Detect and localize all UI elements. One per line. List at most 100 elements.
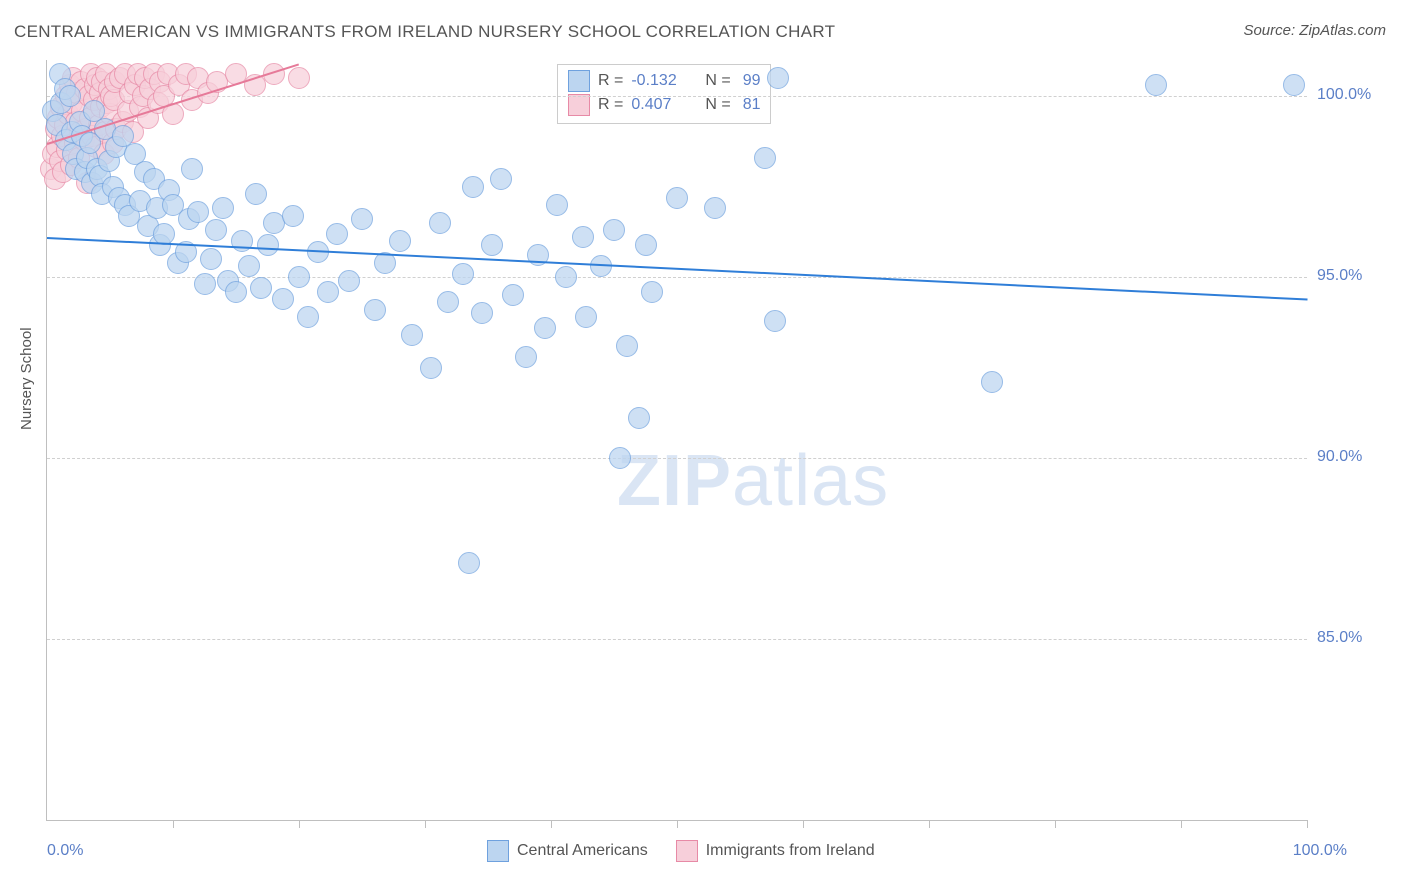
point-central-american (546, 194, 568, 216)
point-central-american (389, 230, 411, 252)
point-central-american (212, 197, 234, 219)
legend-r-label: R = (598, 72, 623, 90)
plot-area: ZIPatlas R =-0.132N =99R =0.407N =81 0.0… (46, 60, 1307, 821)
legend-r-value: 0.407 (631, 96, 687, 114)
point-central-american (194, 273, 216, 295)
x-tick (299, 820, 300, 828)
point-central-american (187, 201, 209, 223)
gridline (47, 458, 1307, 459)
point-central-american (555, 266, 577, 288)
point-central-american (257, 234, 279, 256)
x-tick (551, 820, 552, 828)
point-central-american (502, 284, 524, 306)
legend-stats: R = -0.132 N = 99 R = 0.407 N = 81 (557, 64, 771, 124)
legend-series-item: Central Americans (487, 840, 648, 862)
point-central-american (351, 208, 373, 230)
legend-swatch (568, 94, 590, 116)
point-central-american (317, 281, 339, 303)
x-axis-min-label: 0.0% (47, 842, 83, 860)
legend-swatch (676, 840, 698, 862)
point-central-american (200, 248, 222, 270)
point-central-american (471, 302, 493, 324)
point-central-american (205, 219, 227, 241)
point-central-american (238, 255, 260, 277)
point-central-american (250, 277, 272, 299)
point-central-american (575, 306, 597, 328)
point-central-american (458, 552, 480, 574)
legend-series: Central Americans Immigrants from Ireland (487, 840, 875, 862)
x-tick (803, 820, 804, 828)
point-central-american (481, 234, 503, 256)
y-tick-label: 95.0% (1317, 267, 1362, 285)
point-central-american (609, 447, 631, 469)
point-central-american (1145, 74, 1167, 96)
point-central-american (704, 197, 726, 219)
x-tick (929, 820, 930, 828)
point-central-american (534, 317, 556, 339)
legend-stat-row: R = -0.132 N = 99 (568, 69, 760, 93)
point-central-american (288, 266, 310, 288)
point-central-american (338, 270, 360, 292)
point-central-american (326, 223, 348, 245)
point-central-american (515, 346, 537, 368)
point-central-american (297, 306, 319, 328)
point-central-american (245, 183, 267, 205)
point-central-american (59, 85, 81, 107)
point-central-american (572, 226, 594, 248)
y-axis-title: Nursery School (18, 327, 35, 430)
x-tick (173, 820, 174, 828)
point-central-american (282, 205, 304, 227)
chart-container: CENTRAL AMERICAN VS IMMIGRANTS FROM IREL… (0, 0, 1406, 892)
point-central-american (401, 324, 423, 346)
point-central-american (1283, 74, 1305, 96)
point-central-american (452, 263, 474, 285)
point-central-american (420, 357, 442, 379)
legend-n-label: N = (705, 96, 730, 114)
point-central-american (272, 288, 294, 310)
x-tick (425, 820, 426, 828)
chart-title: CENTRAL AMERICAN VS IMMIGRANTS FROM IREL… (14, 22, 835, 42)
point-central-american (603, 219, 625, 241)
x-tick (1055, 820, 1056, 828)
y-tick-label: 85.0% (1317, 629, 1362, 647)
point-central-american (767, 67, 789, 89)
point-central-american (364, 299, 386, 321)
point-central-american (429, 212, 451, 234)
point-central-american (635, 234, 657, 256)
y-tick-label: 90.0% (1317, 448, 1362, 466)
gridline (47, 639, 1307, 640)
point-central-american (181, 158, 203, 180)
point-central-american (764, 310, 786, 332)
point-central-american (981, 371, 1003, 393)
legend-r-label: R = (598, 96, 623, 114)
legend-series-label: Immigrants from Ireland (706, 842, 875, 860)
point-central-american (490, 168, 512, 190)
point-central-american (628, 407, 650, 429)
point-central-american (225, 281, 247, 303)
legend-series-label: Central Americans (517, 842, 648, 860)
legend-r-value: -0.132 (631, 72, 687, 90)
point-central-american (666, 187, 688, 209)
legend-n-value: 99 (743, 72, 761, 90)
chart-source: Source: ZipAtlas.com (1243, 22, 1386, 39)
legend-swatch (487, 840, 509, 862)
x-tick (1307, 820, 1308, 828)
point-central-american (437, 291, 459, 313)
point-central-american (616, 335, 638, 357)
x-tick (1181, 820, 1182, 828)
point-central-american (462, 176, 484, 198)
watermark-atlas: atlas (732, 441, 889, 521)
point-central-american (754, 147, 776, 169)
y-tick-label: 100.0% (1317, 86, 1371, 104)
legend-n-label: N = (705, 72, 730, 90)
legend-n-value: 81 (743, 96, 761, 114)
point-ireland (288, 67, 310, 89)
x-tick (677, 820, 678, 828)
point-central-american (641, 281, 663, 303)
legend-series-item: Immigrants from Ireland (676, 840, 875, 862)
x-axis-max-label: 100.0% (1293, 842, 1347, 860)
watermark: ZIPatlas (617, 440, 889, 522)
gridline (47, 96, 1307, 97)
legend-swatch (568, 70, 590, 92)
watermark-zip: ZIP (617, 441, 732, 521)
